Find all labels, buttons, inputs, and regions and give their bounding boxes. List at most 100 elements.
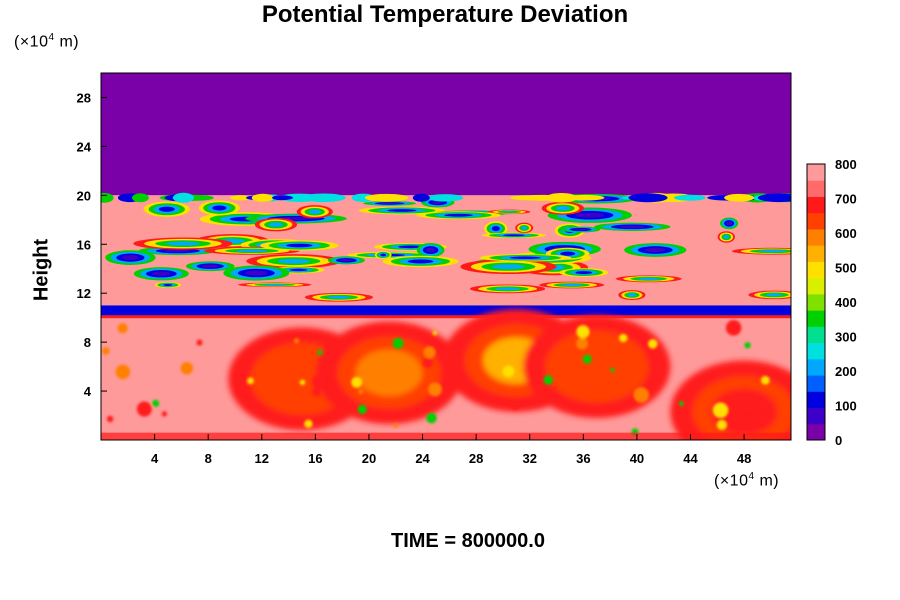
streak	[765, 293, 784, 297]
colorbar-swatch	[807, 342, 825, 360]
band-edge-streak	[132, 193, 149, 203]
accent	[196, 339, 203, 346]
accent	[748, 414, 753, 419]
streak	[235, 249, 269, 253]
accent	[502, 365, 515, 378]
streak	[573, 228, 588, 231]
colorbar-swatch	[807, 196, 825, 214]
region-thin-layer	[101, 305, 791, 318]
streak	[164, 249, 192, 253]
streak	[575, 271, 593, 275]
streak	[560, 283, 583, 287]
colorbar-tick-label: 800	[835, 157, 857, 172]
colorbar-swatch	[807, 261, 825, 279]
streak	[726, 221, 733, 226]
y-unit-label: (×104 m)	[14, 32, 80, 51]
band-edge-streak	[272, 195, 293, 201]
accent	[619, 333, 628, 343]
accent	[180, 362, 194, 375]
x-tick-label: 24	[415, 451, 430, 466]
accent	[152, 399, 160, 407]
streak	[425, 247, 436, 253]
streak	[575, 212, 605, 218]
streak	[285, 243, 313, 248]
streak	[637, 277, 660, 280]
accent	[761, 375, 770, 385]
accent	[293, 338, 300, 344]
colorbar-swatch	[807, 407, 825, 425]
x-tick-label: 16	[308, 451, 322, 466]
layer-edge-line	[101, 315, 791, 319]
lower-accents	[102, 320, 770, 436]
streak	[723, 235, 730, 239]
streak	[444, 213, 473, 217]
streak	[494, 287, 521, 291]
accent	[161, 411, 168, 417]
accent	[716, 419, 728, 431]
plot-frame	[100, 72, 792, 441]
band-edge-streak	[426, 194, 464, 202]
accent	[633, 387, 650, 403]
streak	[121, 255, 139, 261]
colorbar-swatch	[807, 310, 825, 327]
x-tick-label: 44	[683, 451, 698, 466]
band-edge-streak	[364, 193, 409, 202]
colorbar: 0 100 200 300 400 500 600 700 800	[806, 157, 857, 448]
band-edge-streak	[628, 193, 668, 203]
x-tick-label: 8	[205, 451, 212, 466]
accent	[543, 375, 553, 385]
band-edge-streak	[673, 194, 706, 201]
accent	[576, 337, 589, 350]
streak	[245, 270, 268, 276]
vortex-core	[563, 343, 630, 390]
band-edge-streak	[302, 193, 346, 203]
streak	[501, 211, 517, 213]
y-tick-label: 24	[77, 139, 92, 154]
band-edge-streak	[724, 193, 755, 202]
x-tick-label: 48	[737, 451, 751, 466]
colorbar-swatch	[807, 391, 825, 409]
x-tick-label: 28	[469, 451, 483, 466]
streak	[163, 283, 173, 286]
accent	[510, 400, 520, 410]
accent	[576, 325, 590, 339]
accent	[304, 419, 313, 428]
streak	[398, 245, 423, 249]
streak	[268, 222, 284, 227]
eddies	[228, 309, 791, 440]
streak	[627, 293, 637, 297]
colorbar-tick-label: 400	[835, 295, 857, 310]
streak	[202, 264, 219, 268]
streak	[644, 247, 666, 253]
plot-area	[101, 73, 791, 440]
streak	[158, 206, 175, 212]
accent	[648, 339, 658, 349]
accent	[610, 367, 615, 373]
x-tick-label: 4	[151, 451, 159, 466]
band-edge-streak	[101, 192, 114, 203]
accent	[247, 377, 254, 385]
band-edge-streak	[412, 193, 430, 202]
accent	[136, 401, 152, 417]
streak	[758, 250, 787, 253]
colorbar-tick-label: 300	[835, 330, 857, 345]
streak	[327, 295, 351, 299]
band-edge-streak	[545, 193, 578, 203]
x-tick-label: 40	[630, 451, 644, 466]
x-tick-label: 36	[576, 451, 590, 466]
accent	[351, 376, 363, 388]
accent	[115, 364, 131, 380]
colorbar-tick-label: 700	[835, 192, 857, 207]
x-tick-label: 32	[523, 451, 537, 466]
streak	[380, 253, 387, 257]
colorbar-swatch	[807, 164, 825, 181]
streak	[509, 256, 541, 260]
colorbar-swatch	[807, 326, 825, 344]
colorbar-tick-label: 500	[835, 261, 857, 276]
band-edge-streak	[172, 192, 194, 203]
streak	[166, 241, 200, 246]
accent	[744, 342, 751, 349]
accent	[236, 384, 250, 397]
accent	[392, 338, 404, 349]
